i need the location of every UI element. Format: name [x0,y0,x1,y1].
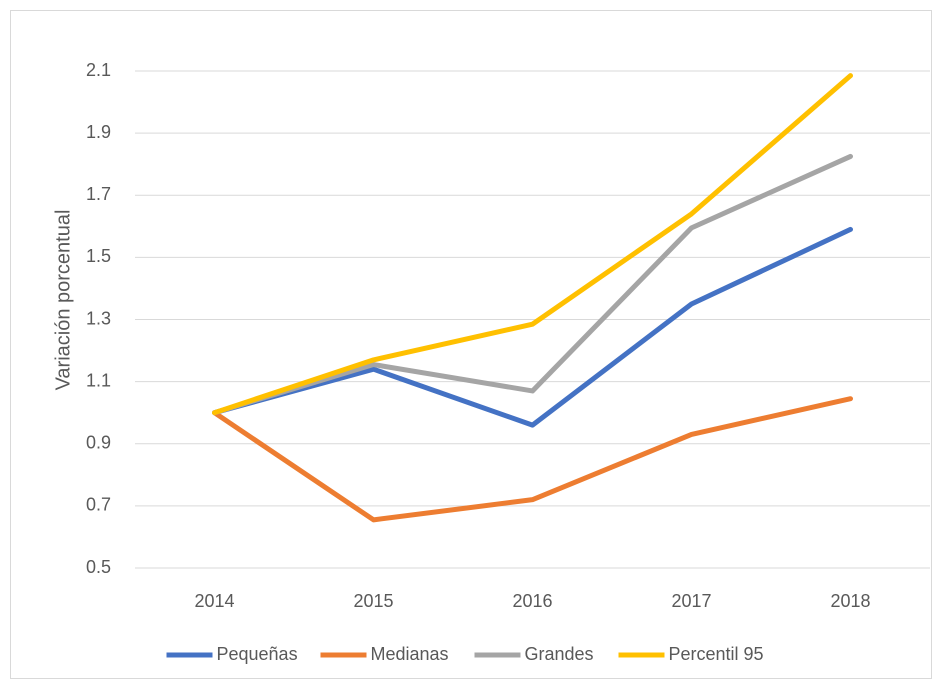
x-tick-label: 2016 [512,591,552,611]
y-tick-label: 1.7 [86,184,111,204]
y-tick-label: 1.3 [86,308,111,328]
series-line [212,73,853,416]
legend-label: Percentil 95 [669,644,764,664]
series-line [212,396,853,523]
legend-label: Medianas [371,644,449,664]
y-tick-label: 1.1 [86,370,111,390]
x-tick-label: 2014 [194,591,234,611]
x-tick-label: 2018 [830,591,870,611]
legend-label: Grandes [525,644,594,664]
legend-label: Pequeñas [217,644,298,664]
series-line [212,153,853,416]
y-tick-label: 1.9 [86,122,111,142]
y-tick-label: 0.5 [86,557,111,577]
series-line [212,226,853,428]
y-tick-label: 0.7 [86,495,111,515]
y-axis-label: Variación porcentual [52,210,74,391]
chart-border [10,10,932,679]
y-tick-label: 2.1 [86,60,111,80]
x-tick-label: 2017 [671,591,711,611]
y-tick-label: 0.9 [86,433,111,453]
y-tick-label: 1.5 [86,246,111,266]
x-tick-label: 2015 [353,591,393,611]
